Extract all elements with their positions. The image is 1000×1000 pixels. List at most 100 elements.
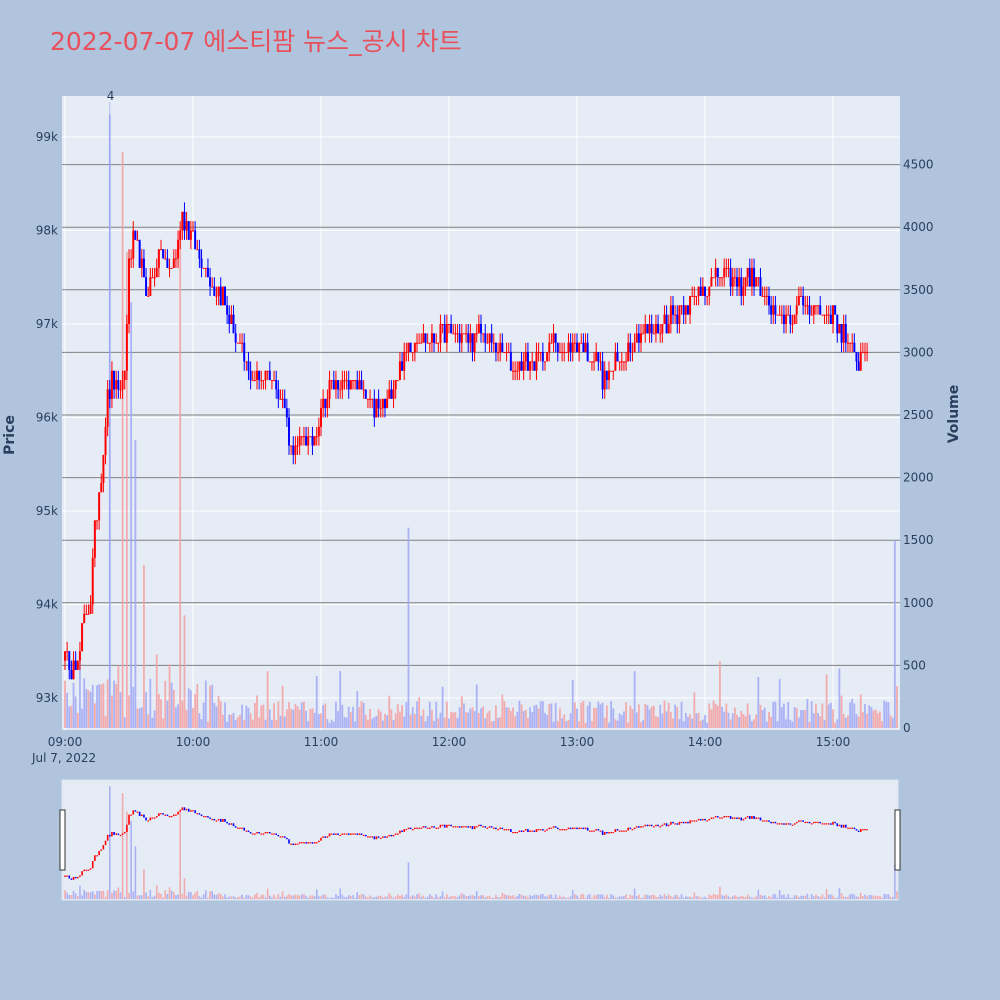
mini-candle (606, 832, 608, 834)
mini-candle (798, 820, 800, 822)
mini-volume-bar (821, 894, 824, 899)
candle-body (710, 277, 713, 287)
volume-bar (552, 721, 555, 728)
mini-candle (136, 811, 139, 813)
mini-volume-bar (614, 897, 617, 899)
mini-candle (742, 818, 745, 821)
volume-bar (217, 695, 220, 728)
mini-volume-bar (859, 892, 862, 899)
volume-bar (635, 712, 638, 728)
mini-candle (369, 836, 371, 838)
volume-bars (64, 102, 898, 729)
candle-body (108, 389, 111, 399)
volume-bar (842, 713, 845, 728)
mini-candle (616, 829, 619, 831)
volume-bar (546, 714, 549, 728)
volume-bar (676, 706, 679, 728)
mini-candle (514, 832, 516, 834)
candle-body (100, 482, 103, 493)
candle-body (157, 249, 160, 268)
candle-body (864, 352, 866, 354)
mini-candle (663, 823, 666, 825)
volume-bar (251, 719, 254, 728)
candle-body (812, 305, 815, 315)
mini-volume-bar (755, 896, 757, 899)
volume-bar (578, 721, 581, 728)
mini-volume-bar (638, 894, 640, 899)
mini-volume-bar (458, 895, 461, 899)
range-slider-left-handle[interactable] (59, 809, 66, 871)
range-slider-right-handle[interactable] (894, 809, 901, 871)
volume-bar (298, 709, 301, 728)
mini-volume-bar (207, 897, 209, 899)
candle-body (821, 314, 824, 316)
candle-body (433, 333, 436, 343)
mini-volume-bar (749, 896, 751, 899)
volume-bar (403, 716, 406, 728)
mini-candle (704, 818, 706, 821)
annotation-label: 4 (107, 89, 115, 103)
volume-bar (151, 717, 154, 728)
candle-body (430, 333, 433, 343)
mini-candle (409, 827, 412, 830)
mini-candle (335, 833, 337, 835)
volume-bar (580, 702, 583, 728)
mini-candle (147, 820, 149, 822)
volume-bar (384, 713, 386, 728)
mini-volume-bar (550, 894, 553, 899)
candle-body (738, 277, 741, 287)
mini-candle (603, 832, 606, 835)
mini-candle (866, 829, 868, 831)
candle-body (736, 277, 738, 287)
candle-body (531, 361, 534, 363)
mini-volume-bar (149, 889, 152, 899)
volume-bar (891, 717, 894, 728)
volume-bar (358, 707, 361, 728)
mini-volume-bar (580, 894, 583, 899)
volume-bar (437, 718, 440, 728)
mini-volume-bar (315, 889, 318, 899)
candle-body (727, 267, 730, 269)
candle-body (386, 398, 389, 409)
x-date-label: Jul 7, 2022 (31, 751, 96, 765)
mini-candle (463, 826, 465, 828)
mini-volume-bar (520, 894, 523, 899)
candle-body (704, 286, 706, 296)
volume-bar (264, 719, 267, 728)
candle-body (151, 277, 154, 279)
candle-body (480, 324, 482, 334)
mini-volume-bar (307, 897, 309, 899)
volume-bar (303, 701, 305, 728)
mini-volume-bar (369, 895, 371, 899)
mini-volume-bar (542, 894, 544, 899)
mini-candle (714, 816, 717, 818)
volume-bar (364, 714, 367, 728)
volume-bar (367, 719, 369, 728)
mini-volume-bar (512, 895, 514, 899)
candle-body (401, 361, 404, 371)
volume-bar (729, 719, 732, 728)
volume-bar (93, 703, 96, 728)
volume-bar (448, 718, 450, 728)
mini-candle (853, 827, 856, 830)
range-slider-background[interactable] (61, 779, 899, 901)
mini-volume-bar (155, 885, 158, 899)
mini-volume-bar (94, 894, 96, 899)
volume-bar (253, 703, 256, 728)
mini-volume-bar (234, 897, 237, 899)
mini-volume-bar (138, 895, 141, 899)
candle-body (780, 314, 783, 316)
volume-bar (533, 705, 536, 728)
mini-volume-bar (260, 894, 263, 899)
volume-bar (539, 701, 542, 728)
candle-body (305, 436, 308, 446)
volume-bar (861, 712, 864, 728)
candle-body (571, 342, 574, 353)
mini-candle (111, 832, 113, 837)
candle-body (836, 314, 839, 334)
volume-bar (271, 719, 273, 728)
candle-body (695, 295, 698, 297)
candle-body (706, 295, 709, 297)
volume-bar (522, 710, 525, 728)
mini-candle (397, 833, 399, 835)
